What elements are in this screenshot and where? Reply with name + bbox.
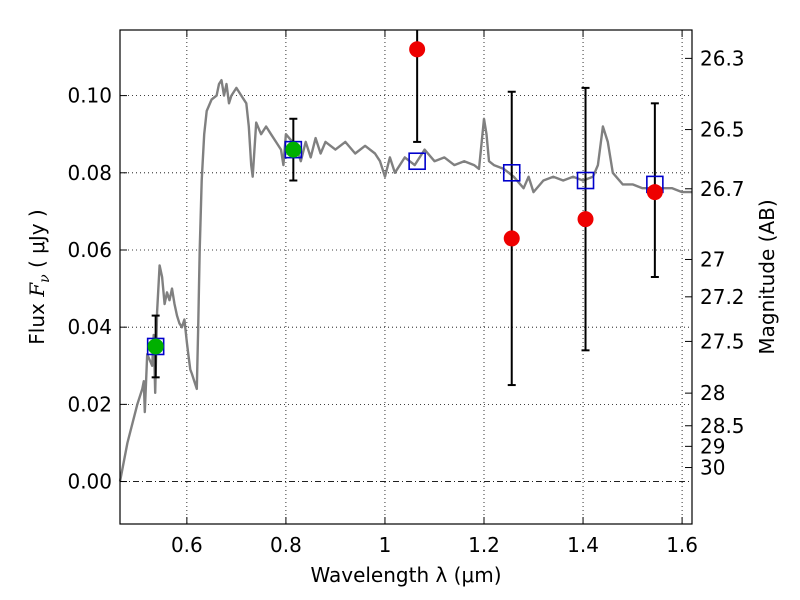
nondetection-point: [409, 41, 426, 58]
detection-point: [147, 338, 164, 355]
y-tick-label: 0.06: [67, 238, 112, 262]
nondetection-point: [503, 230, 520, 247]
right-tick-label: 28.5: [700, 414, 745, 438]
right-tick-label: 27.2: [700, 285, 745, 309]
x-tick-label: 1: [379, 533, 392, 557]
model-photometry-box: [502, 163, 521, 182]
nondetection-point: [646, 184, 663, 201]
axis-ticks: 0.6 0.8 1 1.2 1.4 1.6 0.00 0.02 0.04 0.06 0.08 0.10…: [67, 30, 745, 557]
x-axis-label: Wavelength λ (μm): [310, 563, 501, 587]
right-axis-label: Magnitude (AB): [755, 199, 779, 354]
right-tick-label: 26.3: [700, 46, 745, 70]
right-tick-label: 26.5: [700, 118, 745, 142]
right-tick-label: 30: [700, 456, 725, 480]
plot-area: [118, 30, 692, 482]
y-tick-label: 0.00: [67, 470, 112, 494]
grid-lines: [120, 30, 692, 524]
model-photometry-box: [576, 171, 595, 190]
x-tick-label: 1.4: [567, 533, 599, 557]
y-tick-label: 0.04: [67, 315, 112, 339]
right-tick-label: 28: [700, 381, 725, 405]
right-tick-label: 27: [700, 247, 725, 271]
detection-point: [285, 141, 302, 158]
right-tick-label: 27.5: [700, 329, 745, 353]
axes-frame: [119, 29, 693, 525]
model-photometry-box: [408, 152, 426, 171]
right-tick-label: 29: [700, 434, 725, 458]
x-tick-label: 0.8: [270, 533, 302, 557]
x-tick-label: 0.6: [171, 533, 203, 557]
x-tick-label: 1.2: [468, 533, 500, 557]
y-tick-label: 0.02: [67, 392, 112, 416]
template-spectrum-line: [118, 79, 692, 482]
y-tick-label: 0.10: [67, 84, 112, 108]
nondetection-point: [577, 211, 594, 228]
x-tick-label: 1.6: [666, 533, 698, 557]
y-axis-label: Flux Fν ( μJy ): [25, 209, 53, 344]
right-tick-label: 26.7: [700, 177, 745, 201]
y-tick-label: 0.08: [67, 161, 112, 185]
